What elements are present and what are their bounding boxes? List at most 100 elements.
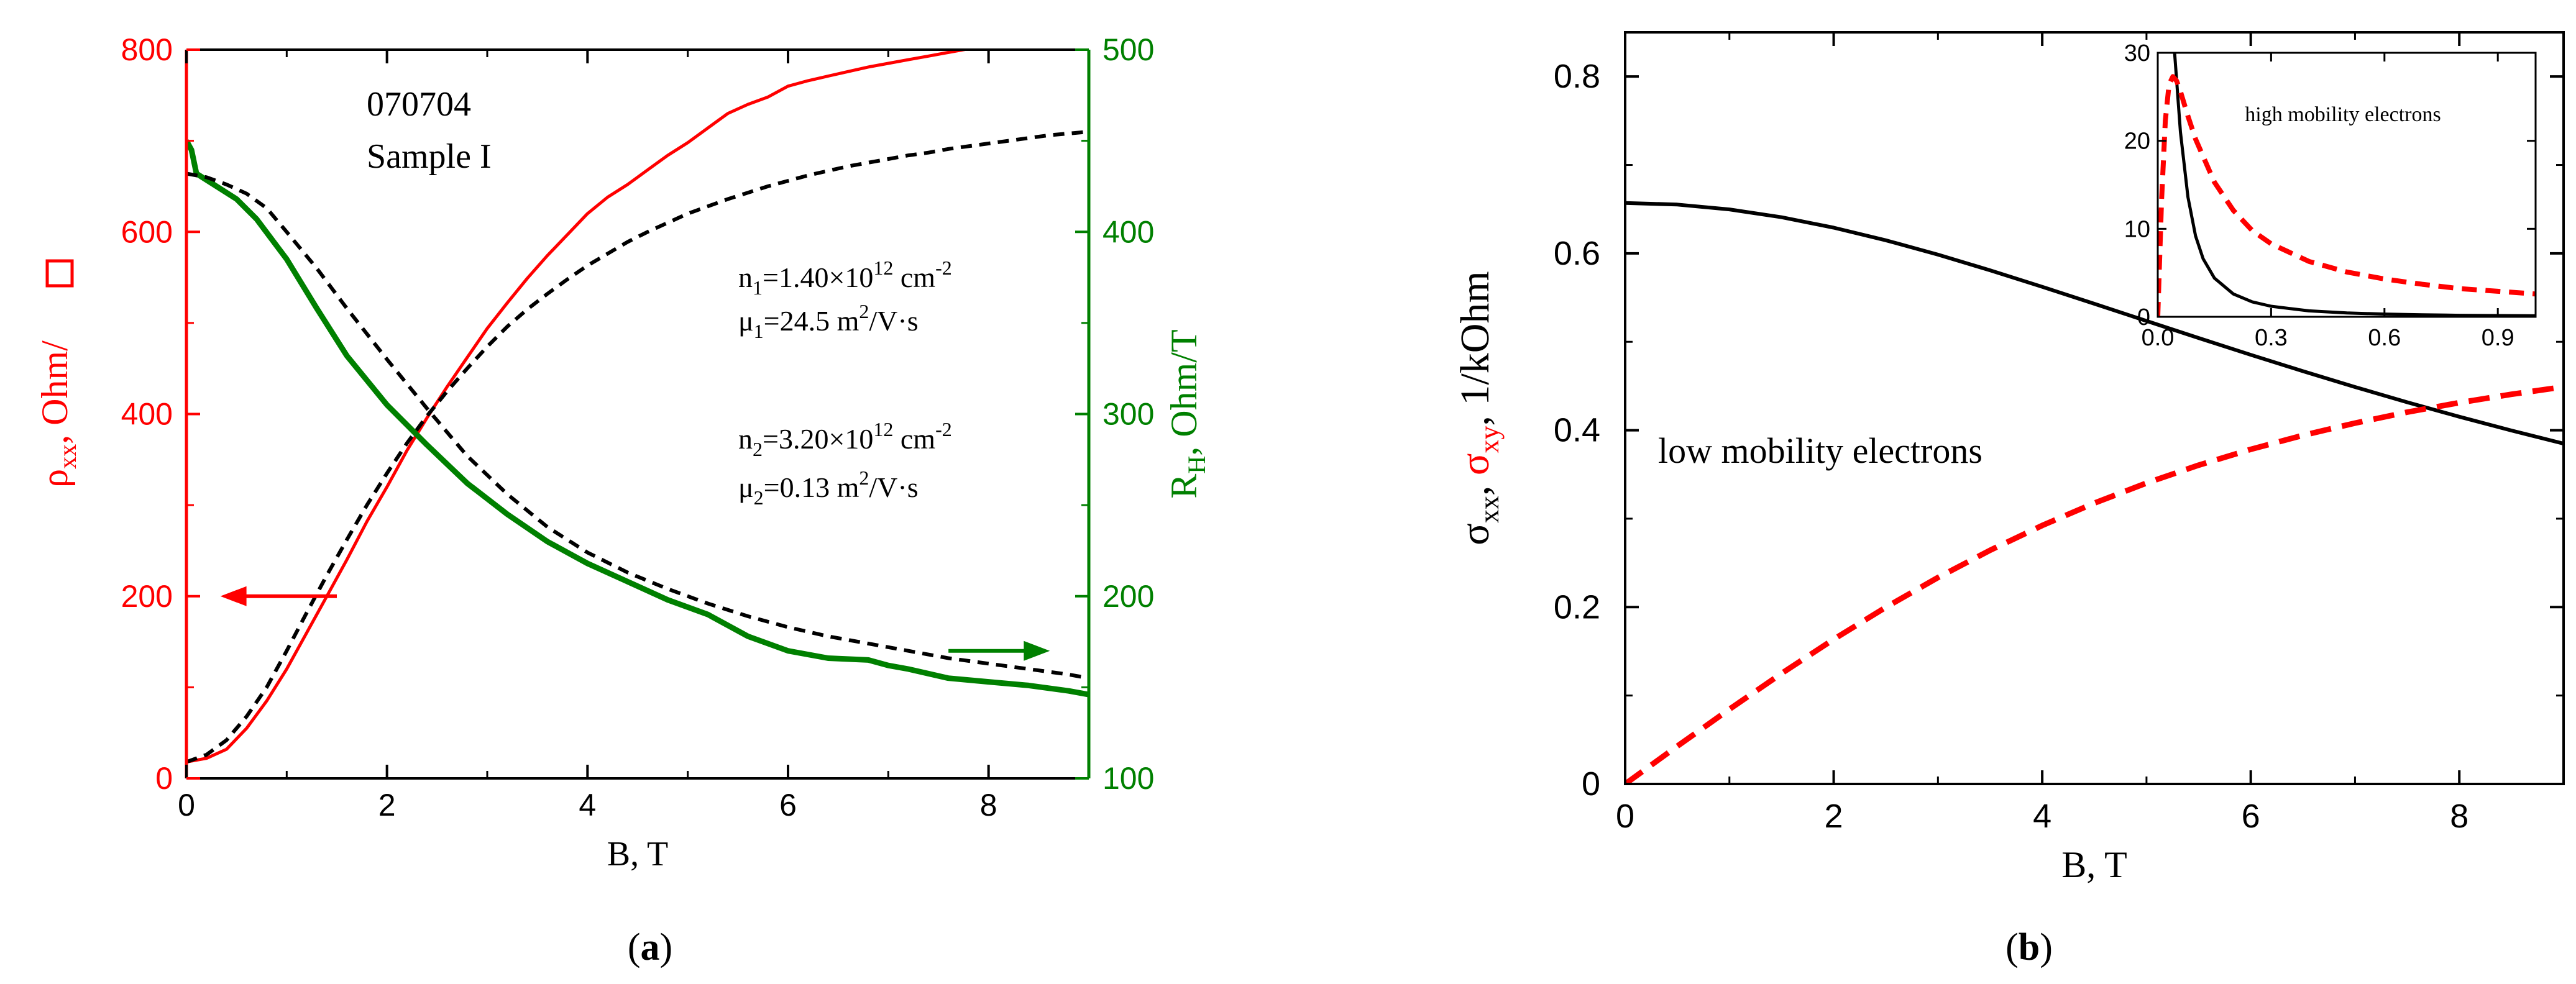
param-unit: /V·s: [869, 472, 918, 503]
y-tick-label-b: 0: [1582, 765, 1600, 803]
inset-y-tick-label: 0: [2137, 304, 2150, 330]
y-tick-label-b: 0.4: [1554, 412, 1600, 449]
param-value: =24.5 m: [764, 305, 859, 337]
inset-title: high mobility electrons: [2245, 103, 2441, 126]
series-group-b: [1625, 201, 2564, 784]
sample-id: 070704: [367, 85, 471, 124]
sigma-xx-subscript: xx: [1474, 496, 1505, 523]
caption-paren: ): [660, 926, 673, 968]
x-tick-label-a: 8: [980, 788, 997, 822]
series-sigma-xy: [1625, 384, 2564, 784]
param-unit: cm: [893, 262, 935, 293]
caption-letter: a: [641, 926, 660, 968]
inset-x-tick-label: 0.9: [2482, 325, 2514, 351]
series-r-h-fit: [186, 171, 1089, 680]
series-rho-xx-measured: [186, 50, 973, 764]
y-tick-label-b: 0.6: [1554, 235, 1600, 272]
x-tick-label-b: 6: [2242, 798, 2260, 835]
inset-y-tick-label: 10: [2124, 216, 2150, 242]
param-value: =3.20×10: [763, 423, 873, 455]
param-n2: n2=3.20×1012 cm-2: [738, 418, 952, 460]
rh-symbol: R: [1163, 474, 1204, 499]
param-unit: /V·s: [869, 305, 918, 337]
y-left-tick-label: 0: [155, 761, 173, 796]
rh-subscript: H: [1183, 456, 1211, 474]
series-rho-xx-fit: [186, 130, 1089, 764]
y-tick-label-b: 0.2: [1554, 588, 1600, 626]
low-mobility-label: low mobility electrons: [1658, 430, 1982, 471]
param-n1: n1=1.40×1012 cm-2: [738, 257, 952, 299]
y-left-tick-label: 800: [121, 32, 173, 67]
inset-x-tick-label: 0.6: [2368, 325, 2401, 351]
x-tick-label-b: 8: [2450, 798, 2468, 835]
caption-paren: (: [628, 926, 641, 968]
plot-frame-b: [1624, 31, 2565, 785]
inset-series-sigma-xx-high: [2173, 53, 2536, 317]
param-mu2: μ2=0.13 m2/V·s: [738, 467, 919, 509]
caption-paren: ): [2040, 926, 2053, 968]
param-unit-exponent: -2: [935, 418, 952, 440]
param-unit-exponent: -2: [935, 257, 952, 279]
caption-letter: b: [2019, 926, 2040, 968]
param-index: 2: [754, 486, 764, 509]
y-right-axis-label: RH, Ohm/T: [1163, 329, 1211, 498]
series-group-a: [186, 50, 1089, 764]
x-axis-label-b: B, T: [2061, 844, 2127, 885]
x-tick-label-a: 0: [178, 788, 195, 822]
x-tick-label-a: 2: [378, 788, 396, 822]
y-right-tick-label: 500: [1102, 32, 1154, 67]
sigma-xy-subscript: xy: [1474, 426, 1505, 453]
y-right-tick-label: 300: [1102, 397, 1154, 432]
param-index: 1: [754, 320, 764, 342]
param-exponent: 12: [873, 257, 893, 279]
inset-y-tick-label: 30: [2124, 40, 2150, 66]
ohm-per-square-icon: [45, 259, 74, 288]
param-value: =1.40×10: [763, 262, 873, 293]
sigma-xy-symbol: σ: [1452, 453, 1498, 476]
sample-name: Sample I: [367, 137, 492, 176]
x-axis-label-a: B, T: [607, 835, 669, 873]
sigma-xx-symbol: σ: [1452, 523, 1498, 545]
inset-series-sigma-xy-high: [2158, 74, 2536, 317]
rho-subscript: xx: [53, 444, 81, 469]
right-axis-arrow: [948, 640, 1050, 661]
y-tick-label-b: 0.8: [1554, 58, 1600, 95]
x-tick-label-b: 2: [1825, 798, 1843, 835]
rho-symbol: ρ: [34, 469, 75, 488]
unit-label: , 1/kOhm: [1452, 271, 1498, 426]
inset-x-tick-label: 0.0: [2142, 325, 2175, 351]
param-index: 1: [753, 276, 763, 299]
caption-paren: (: [2005, 926, 2019, 968]
y-axis-label-b: σxx, σxy, 1/kOhm: [1452, 271, 1505, 545]
param-symbol: n: [738, 262, 753, 293]
inset-frame: [2157, 52, 2537, 318]
series-sigma-xx: [1625, 201, 2564, 446]
rho-unit: , Ohm/: [34, 340, 75, 444]
caption-a: (a): [628, 926, 672, 968]
param-value: =0.13 m: [764, 472, 859, 503]
param-index: 2: [753, 438, 763, 460]
rh-unit: , Ohm/T: [1163, 329, 1204, 455]
x-tick-label-b: 4: [2033, 798, 2051, 835]
param-symbol: μ: [738, 472, 754, 503]
param-exponent: 2: [859, 467, 869, 489]
y-left-axis-label: ρxx, Ohm/: [34, 340, 81, 488]
panel-a: 0 2 4 6 8 0 200 400 600 800 100 200 300 400 500 B, T ρxx…: [34, 32, 1211, 968]
param-mu1: μ1=24.5 m2/V·s: [738, 300, 919, 342]
inset-series-group: [2158, 53, 2536, 317]
label-separator: ,: [1452, 475, 1498, 496]
x-tick-label-a: 4: [579, 788, 596, 822]
y-left-tick-label: 600: [121, 214, 173, 249]
inset-y-tick-label: 20: [2124, 129, 2150, 155]
caption-b: (b): [2005, 926, 2053, 968]
y-right-tick-label: 200: [1102, 579, 1154, 614]
y-right-tick-label: 400: [1102, 214, 1154, 249]
param-unit: cm: [893, 423, 935, 455]
param-exponent: 12: [873, 418, 893, 440]
x-tick-label-a: 6: [779, 788, 797, 822]
y-left-tick-label: 200: [121, 579, 173, 614]
param-exponent: 2: [859, 300, 869, 322]
inset-x-tick-label: 0.3: [2255, 325, 2288, 351]
